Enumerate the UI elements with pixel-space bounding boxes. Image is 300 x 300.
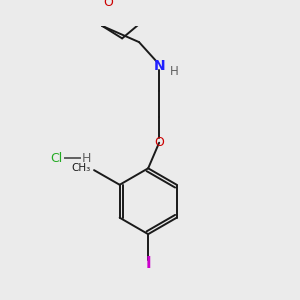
Text: CH₃: CH₃ <box>71 163 90 173</box>
Text: H: H <box>82 152 92 165</box>
Text: N: N <box>153 59 165 73</box>
Text: O: O <box>154 136 164 149</box>
Text: Cl: Cl <box>51 152 63 165</box>
Text: H: H <box>169 65 178 78</box>
Text: I: I <box>146 256 151 271</box>
Text: O: O <box>103 0 113 9</box>
